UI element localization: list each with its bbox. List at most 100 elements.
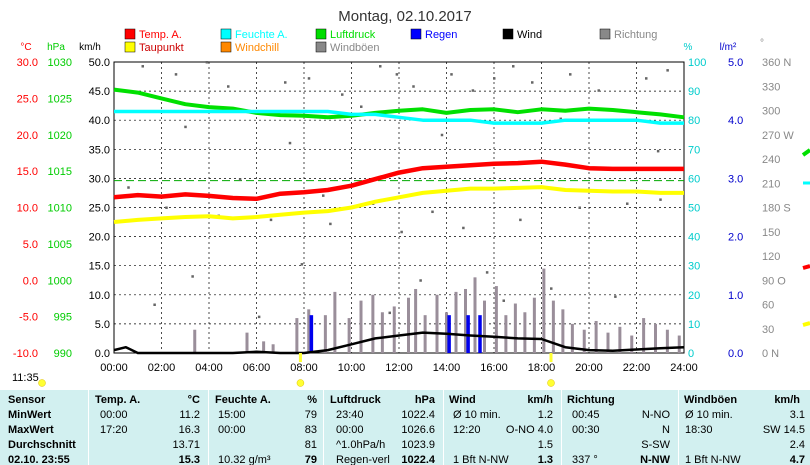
grid	[114, 62, 684, 353]
tick-label-rain: 0.0	[728, 348, 743, 360]
temp-value: 15.3	[178, 454, 200, 465]
tick-label-humidity: 40	[688, 232, 700, 244]
tick-label-humidity: 30	[688, 261, 700, 273]
pressure-time: 00:00	[336, 424, 364, 436]
legend-label: Richtung	[614, 29, 657, 41]
legend-swatch	[410, 28, 422, 40]
table-separator	[678, 390, 679, 465]
direction-point	[284, 81, 287, 84]
header-humidity-unit: %	[307, 394, 317, 406]
gust-value: 4.7	[789, 454, 805, 465]
humidity-time: 10.32 g/m³	[218, 454, 271, 465]
tick-label-rain: 3.0	[728, 173, 743, 185]
gust-bar	[542, 268, 546, 353]
legend-swatch	[124, 41, 136, 53]
tick-label-wind: 15.0	[89, 261, 110, 273]
header-pressure: Luftdruck	[330, 394, 381, 406]
direction-point	[269, 218, 273, 222]
gust-bar	[630, 335, 634, 353]
pressure-value: 1022.4	[401, 454, 435, 465]
legend-swatch	[315, 28, 327, 40]
tick-label-direction: 270 W	[762, 130, 794, 142]
pressure-time: ^1.0hPa/h	[336, 439, 386, 451]
direction-point	[659, 198, 662, 201]
pressure-time: 23:40	[336, 409, 364, 421]
tick-label-wind: 50.0	[89, 57, 110, 69]
direction-point	[227, 85, 230, 88]
gust-bar	[271, 344, 275, 353]
tick-label-temp: -10.0	[13, 348, 38, 360]
x-tick-label: 04:00	[195, 362, 223, 374]
tick-label-pressure: 1010	[48, 203, 72, 215]
direction-point	[288, 141, 292, 145]
series-line-luftdruck	[113, 87, 685, 120]
gust-time: Ø 10 min.	[685, 409, 733, 421]
gust-bar	[618, 326, 622, 353]
wind-time: 12:20	[453, 424, 481, 436]
tick-label-humidity: 80	[688, 115, 700, 127]
legend-label: Wind	[517, 29, 542, 41]
legend: Temp. A. Feuchte A. Luftdruck Regen Wind Rich…	[124, 28, 657, 54]
tick-label-direction: 330	[762, 81, 780, 93]
tick-label-wind: 40.0	[89, 115, 110, 127]
gust-bar	[323, 315, 327, 353]
gust-bar	[523, 312, 527, 353]
legend-label: Taupunkt	[139, 42, 184, 54]
tick-label-pressure: 1015	[48, 166, 72, 178]
gust-time: 18:30	[685, 424, 713, 436]
x-tick-label: 08:00	[290, 362, 318, 374]
direction-time: 00:30	[572, 424, 600, 436]
table-separator	[208, 390, 209, 465]
series-line-tempa	[113, 159, 684, 202]
tick-label-direction: 120	[762, 251, 780, 263]
gust-bar	[380, 312, 384, 353]
direction-point	[502, 299, 505, 302]
direction-time: 337 °	[572, 454, 598, 465]
tick-label-wind: 20.0	[89, 232, 110, 244]
direction-point	[550, 287, 553, 290]
direction-point	[307, 77, 311, 80]
gust-bar	[193, 329, 197, 353]
gust-bar	[307, 309, 311, 353]
direction-point	[341, 93, 344, 96]
legend-swatch	[124, 28, 136, 40]
gust-value: SW 14.5	[762, 424, 805, 436]
tick-label-wind: 0.0	[95, 348, 110, 360]
direction-point	[569, 73, 572, 76]
tick-label-pressure: 990	[54, 348, 72, 360]
gust-bar	[513, 303, 517, 353]
gust-bar	[262, 341, 266, 353]
axis-unit-direction: °	[760, 38, 764, 49]
gust-bar	[435, 294, 439, 353]
direction-point	[485, 271, 489, 274]
x-tick-label: 12:00	[385, 362, 413, 374]
tick-label-temp: 0.0	[23, 275, 38, 287]
rain-bar	[309, 315, 314, 353]
row-label: Durchschnitt	[8, 439, 76, 451]
legend-swatch	[220, 41, 232, 53]
gust-value: 3.1	[789, 409, 805, 421]
rain-bar	[466, 315, 470, 353]
direction-value: N-NO	[641, 409, 670, 421]
direction-point	[519, 218, 522, 222]
tick-label-pressure: 995	[54, 312, 72, 324]
pressure-value: 1023.9	[401, 439, 435, 451]
direction-point	[431, 210, 434, 214]
pressure-value: 1022.4	[401, 409, 435, 421]
direction-point	[614, 295, 617, 298]
temp-value: 13.71	[172, 439, 200, 451]
gust-bar	[483, 300, 486, 353]
series-line-wind	[113, 331, 685, 355]
header-sensor: Sensor	[8, 394, 46, 406]
gust-bar	[532, 297, 536, 353]
gust-bar	[665, 329, 669, 353]
legend-label: Temp. A.	[139, 29, 182, 41]
gust-bar	[464, 288, 467, 353]
x-tick-label: 06:00	[243, 362, 271, 374]
axis-unit-temp: °C	[20, 42, 31, 53]
tick-label-humidity: 70	[688, 144, 700, 156]
direction-time: 00:45	[572, 409, 600, 421]
direction-point	[300, 263, 304, 266]
direction-point	[462, 226, 465, 230]
humidity-time: 00:00	[218, 424, 246, 436]
